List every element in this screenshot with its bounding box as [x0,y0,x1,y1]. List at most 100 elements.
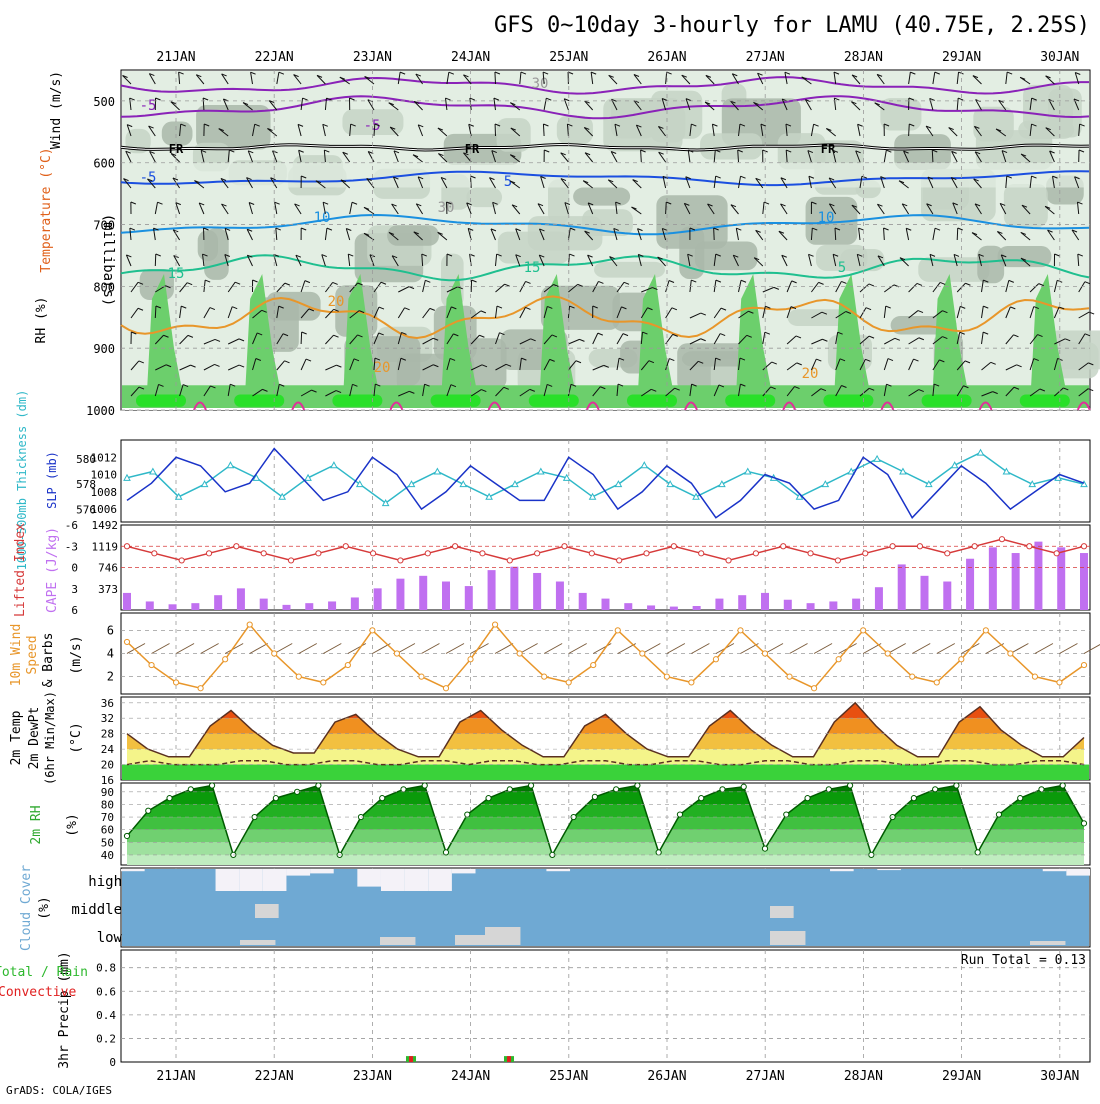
rh2m-point [720,787,725,792]
rh2m-point [954,783,959,788]
wind10-point [223,657,228,662]
cape-bar [693,606,701,610]
rh-bright-patch [922,395,972,407]
wind10-point [1008,651,1013,656]
rh2m-point [741,784,746,789]
rh-bright-patch [1020,395,1070,407]
wind10-point [1057,680,1062,685]
temp-green-base [122,765,1089,780]
wind-barb [543,124,544,136]
lifted-index-point [589,551,594,556]
cape-bar [488,570,496,610]
date-label-top-21JAN: 21JAN [156,50,195,65]
cloud-mid-bar [255,904,279,918]
rh2m-point [805,796,810,801]
precip-conv-label: Convective [0,985,76,1000]
date-label-bottom-29JAN: 29JAN [942,1069,981,1084]
rh2m-point [465,812,470,817]
lifted-index-point [1054,551,1059,556]
slp-ytick: 1012 [91,451,118,464]
cape-bar [715,599,723,610]
lifted-index-point [972,544,977,549]
wind-barb [932,150,933,162]
rh2m-point [1060,783,1065,788]
lifted-index-point [726,558,731,563]
wind10-point [885,651,890,656]
cloud-high-bar [405,869,429,891]
wind-barb [957,228,958,240]
contour-label: -5 [140,98,157,114]
contour-label: 5 [838,260,846,276]
lifted-index-point [425,551,430,556]
cloud-high-bar [310,869,334,873]
cape-bar [260,599,268,610]
rh2m-point [592,794,597,799]
cape-ytick: 373 [98,583,118,596]
rh2m-ytick: 60 [101,824,114,837]
wind10-point [468,657,473,662]
cloud-low-bar [770,931,805,945]
cape-bar [852,599,860,610]
cape-bar [533,573,541,610]
li-ytick: -6 [65,519,78,532]
rh2m-point [507,787,512,792]
panel-frame-slp [121,440,1090,522]
rh-bright-patch [627,395,677,407]
rh2m-ytick: 40 [101,849,114,862]
date-label-top-27JAN: 27JAN [746,50,785,65]
cape-bar [419,576,427,610]
lifted-index-point [699,551,704,556]
upper-ytick-label: 700 [93,219,115,233]
lifted-index-point [917,544,922,549]
cape-bar [624,603,632,610]
lifted-index-point [206,551,211,556]
wind-barb [666,202,667,214]
lifted-index-point [152,551,157,556]
wind10-point [173,680,178,685]
cape-bar [556,582,564,610]
cape-bar [602,599,610,610]
wind10-point [934,680,939,685]
date-label-bottom-22JAN: 22JAN [255,1069,294,1084]
upper-temp-title: Temperature (°C) [39,147,54,272]
cape-bar [875,587,883,610]
precip-ytick: 0.8 [96,962,116,975]
li-label: Lifted Index [13,523,28,617]
upper-wind-title: Wind (m/s) [49,71,64,149]
precip-conv-bar [409,1056,413,1062]
cloud-mid-bar [770,906,794,918]
wind10-point [321,680,326,685]
rh2m-point [167,796,172,801]
rh2m-band [121,817,1090,830]
cloud-high-bar [381,869,405,891]
wind10-point [198,686,203,691]
rh2m-unit: (%) [65,813,80,836]
lifted-index-point [945,551,950,556]
cloud-low-bar [1030,941,1065,945]
cape-bar [966,559,974,610]
rh2m-point [146,808,151,813]
contour-label: 10 [314,210,331,226]
rh2m-point [699,796,704,801]
contour-label: 20 [802,366,819,382]
rh2m-point [826,787,831,792]
cloud-low-bar [240,940,275,945]
date-label-top-26JAN: 26JAN [647,50,686,65]
wind10-ytick: 2 [107,670,114,684]
date-label-top-28JAN: 28JAN [844,50,883,65]
rh-shade-blob [594,262,665,278]
precip-ytick: 0.2 [96,1032,116,1045]
rh2m-point [762,846,767,851]
precip-run-total: Run Total = 0.13 [961,953,1086,968]
contour-label: -5 [140,170,157,186]
date-label-top-22JAN: 22JAN [255,50,294,65]
rh2m-point [209,783,214,788]
wind10-point [762,651,767,656]
credit-text: GrADS: COLA/IGES [6,1084,112,1097]
lifted-index-point [507,558,512,563]
cloud-high-bar [239,869,263,891]
lifted-index-point [808,551,813,556]
rh2m-ytick: 70 [101,811,114,824]
lifted-index-point [562,544,567,549]
rh2m-point [422,783,427,788]
